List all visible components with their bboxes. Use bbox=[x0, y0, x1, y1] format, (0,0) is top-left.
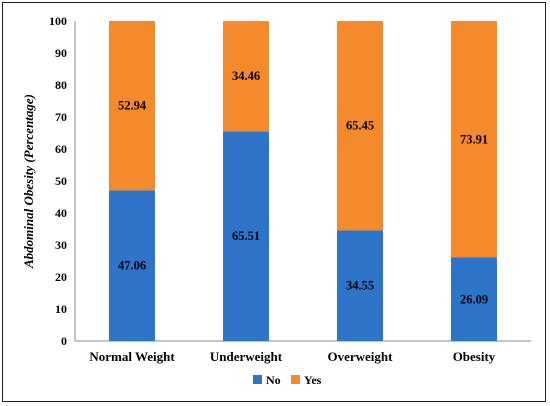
x-category-label-2: Overweight bbox=[328, 349, 394, 364]
y-tick-label-40: 40 bbox=[55, 206, 67, 220]
chart-frame: 0 10 20 30 40 50 60 70 80 90 100 Abdominal Obesity … bbox=[2, 2, 546, 402]
y-tick-label-90: 90 bbox=[55, 46, 67, 60]
data-label-no-1: 65.51 bbox=[232, 229, 260, 243]
bar-no-1 bbox=[223, 131, 269, 341]
y-axis-title: Abdominal Obesity (Percentage) bbox=[21, 94, 36, 269]
data-label-no-0: 47.06 bbox=[118, 259, 146, 273]
bar-yes-1 bbox=[223, 21, 269, 132]
bar-no-3 bbox=[451, 257, 497, 341]
bar-yes-2 bbox=[337, 21, 383, 231]
y-tick-label-20: 20 bbox=[55, 270, 67, 284]
data-label-yes-3: 73.91 bbox=[460, 132, 488, 146]
data-label-yes-1: 34.46 bbox=[232, 69, 260, 83]
data-label-yes-0: 52.94 bbox=[118, 99, 147, 113]
y-tick-label-50: 50 bbox=[55, 174, 67, 188]
legend-label-yes: Yes bbox=[304, 373, 322, 387]
y-tick-label-0: 0 bbox=[61, 334, 67, 348]
y-tick-label-70: 70 bbox=[55, 110, 67, 124]
legend-label-no: No bbox=[266, 373, 281, 387]
x-category-label-3: Obesity bbox=[453, 349, 496, 364]
data-label-no-3: 26.09 bbox=[460, 292, 488, 306]
x-category-label-0: Normal Weight bbox=[89, 349, 175, 364]
y-tick-label-100: 100 bbox=[49, 14, 67, 28]
bar-no-2 bbox=[337, 230, 383, 341]
stacked-bar-chart: 0 10 20 30 40 50 60 70 80 90 100 Abdominal Obesity … bbox=[21, 14, 531, 387]
data-label-yes-2: 65.45 bbox=[346, 119, 374, 133]
data-label-no-2: 34.55 bbox=[346, 279, 374, 293]
y-tick-label-60: 60 bbox=[55, 142, 67, 156]
x-category-label-1: Underweight bbox=[210, 349, 283, 364]
bar-yes-3 bbox=[451, 21, 497, 258]
legend-swatch-no bbox=[253, 375, 262, 384]
bar-no-0 bbox=[109, 190, 155, 341]
y-tick-label-10: 10 bbox=[55, 302, 67, 316]
legend-swatch-yes bbox=[291, 375, 300, 384]
y-tick-label-30: 30 bbox=[55, 238, 67, 252]
y-tick-label-80: 80 bbox=[55, 78, 67, 92]
bar-yes-0 bbox=[109, 21, 155, 191]
